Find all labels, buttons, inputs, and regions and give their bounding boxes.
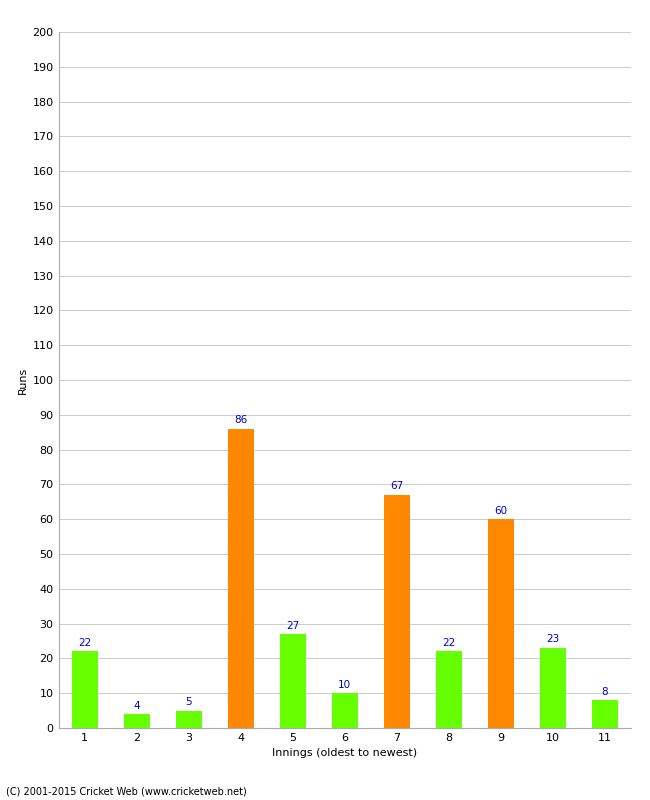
Text: 67: 67 — [390, 482, 403, 491]
Text: (C) 2001-2015 Cricket Web (www.cricketweb.net): (C) 2001-2015 Cricket Web (www.cricketwe… — [6, 786, 247, 796]
Bar — [436, 651, 461, 728]
Bar — [592, 700, 618, 728]
Text: 60: 60 — [494, 506, 507, 516]
Bar — [488, 519, 514, 728]
Bar — [227, 429, 254, 728]
Bar — [332, 693, 358, 728]
Text: 22: 22 — [78, 638, 91, 648]
Bar — [72, 651, 98, 728]
Bar — [176, 710, 202, 728]
Bar — [124, 714, 150, 728]
X-axis label: Innings (oldest to newest): Innings (oldest to newest) — [272, 749, 417, 758]
Bar — [280, 634, 306, 728]
Bar — [384, 495, 410, 728]
Text: 22: 22 — [442, 638, 455, 648]
Text: 10: 10 — [338, 680, 351, 690]
Text: 23: 23 — [546, 634, 559, 645]
Text: 27: 27 — [286, 621, 299, 630]
Text: 5: 5 — [185, 697, 192, 707]
Text: 86: 86 — [234, 415, 247, 426]
Y-axis label: Runs: Runs — [18, 366, 29, 394]
Bar — [540, 648, 566, 728]
Text: 4: 4 — [133, 701, 140, 710]
Text: 8: 8 — [601, 686, 608, 697]
